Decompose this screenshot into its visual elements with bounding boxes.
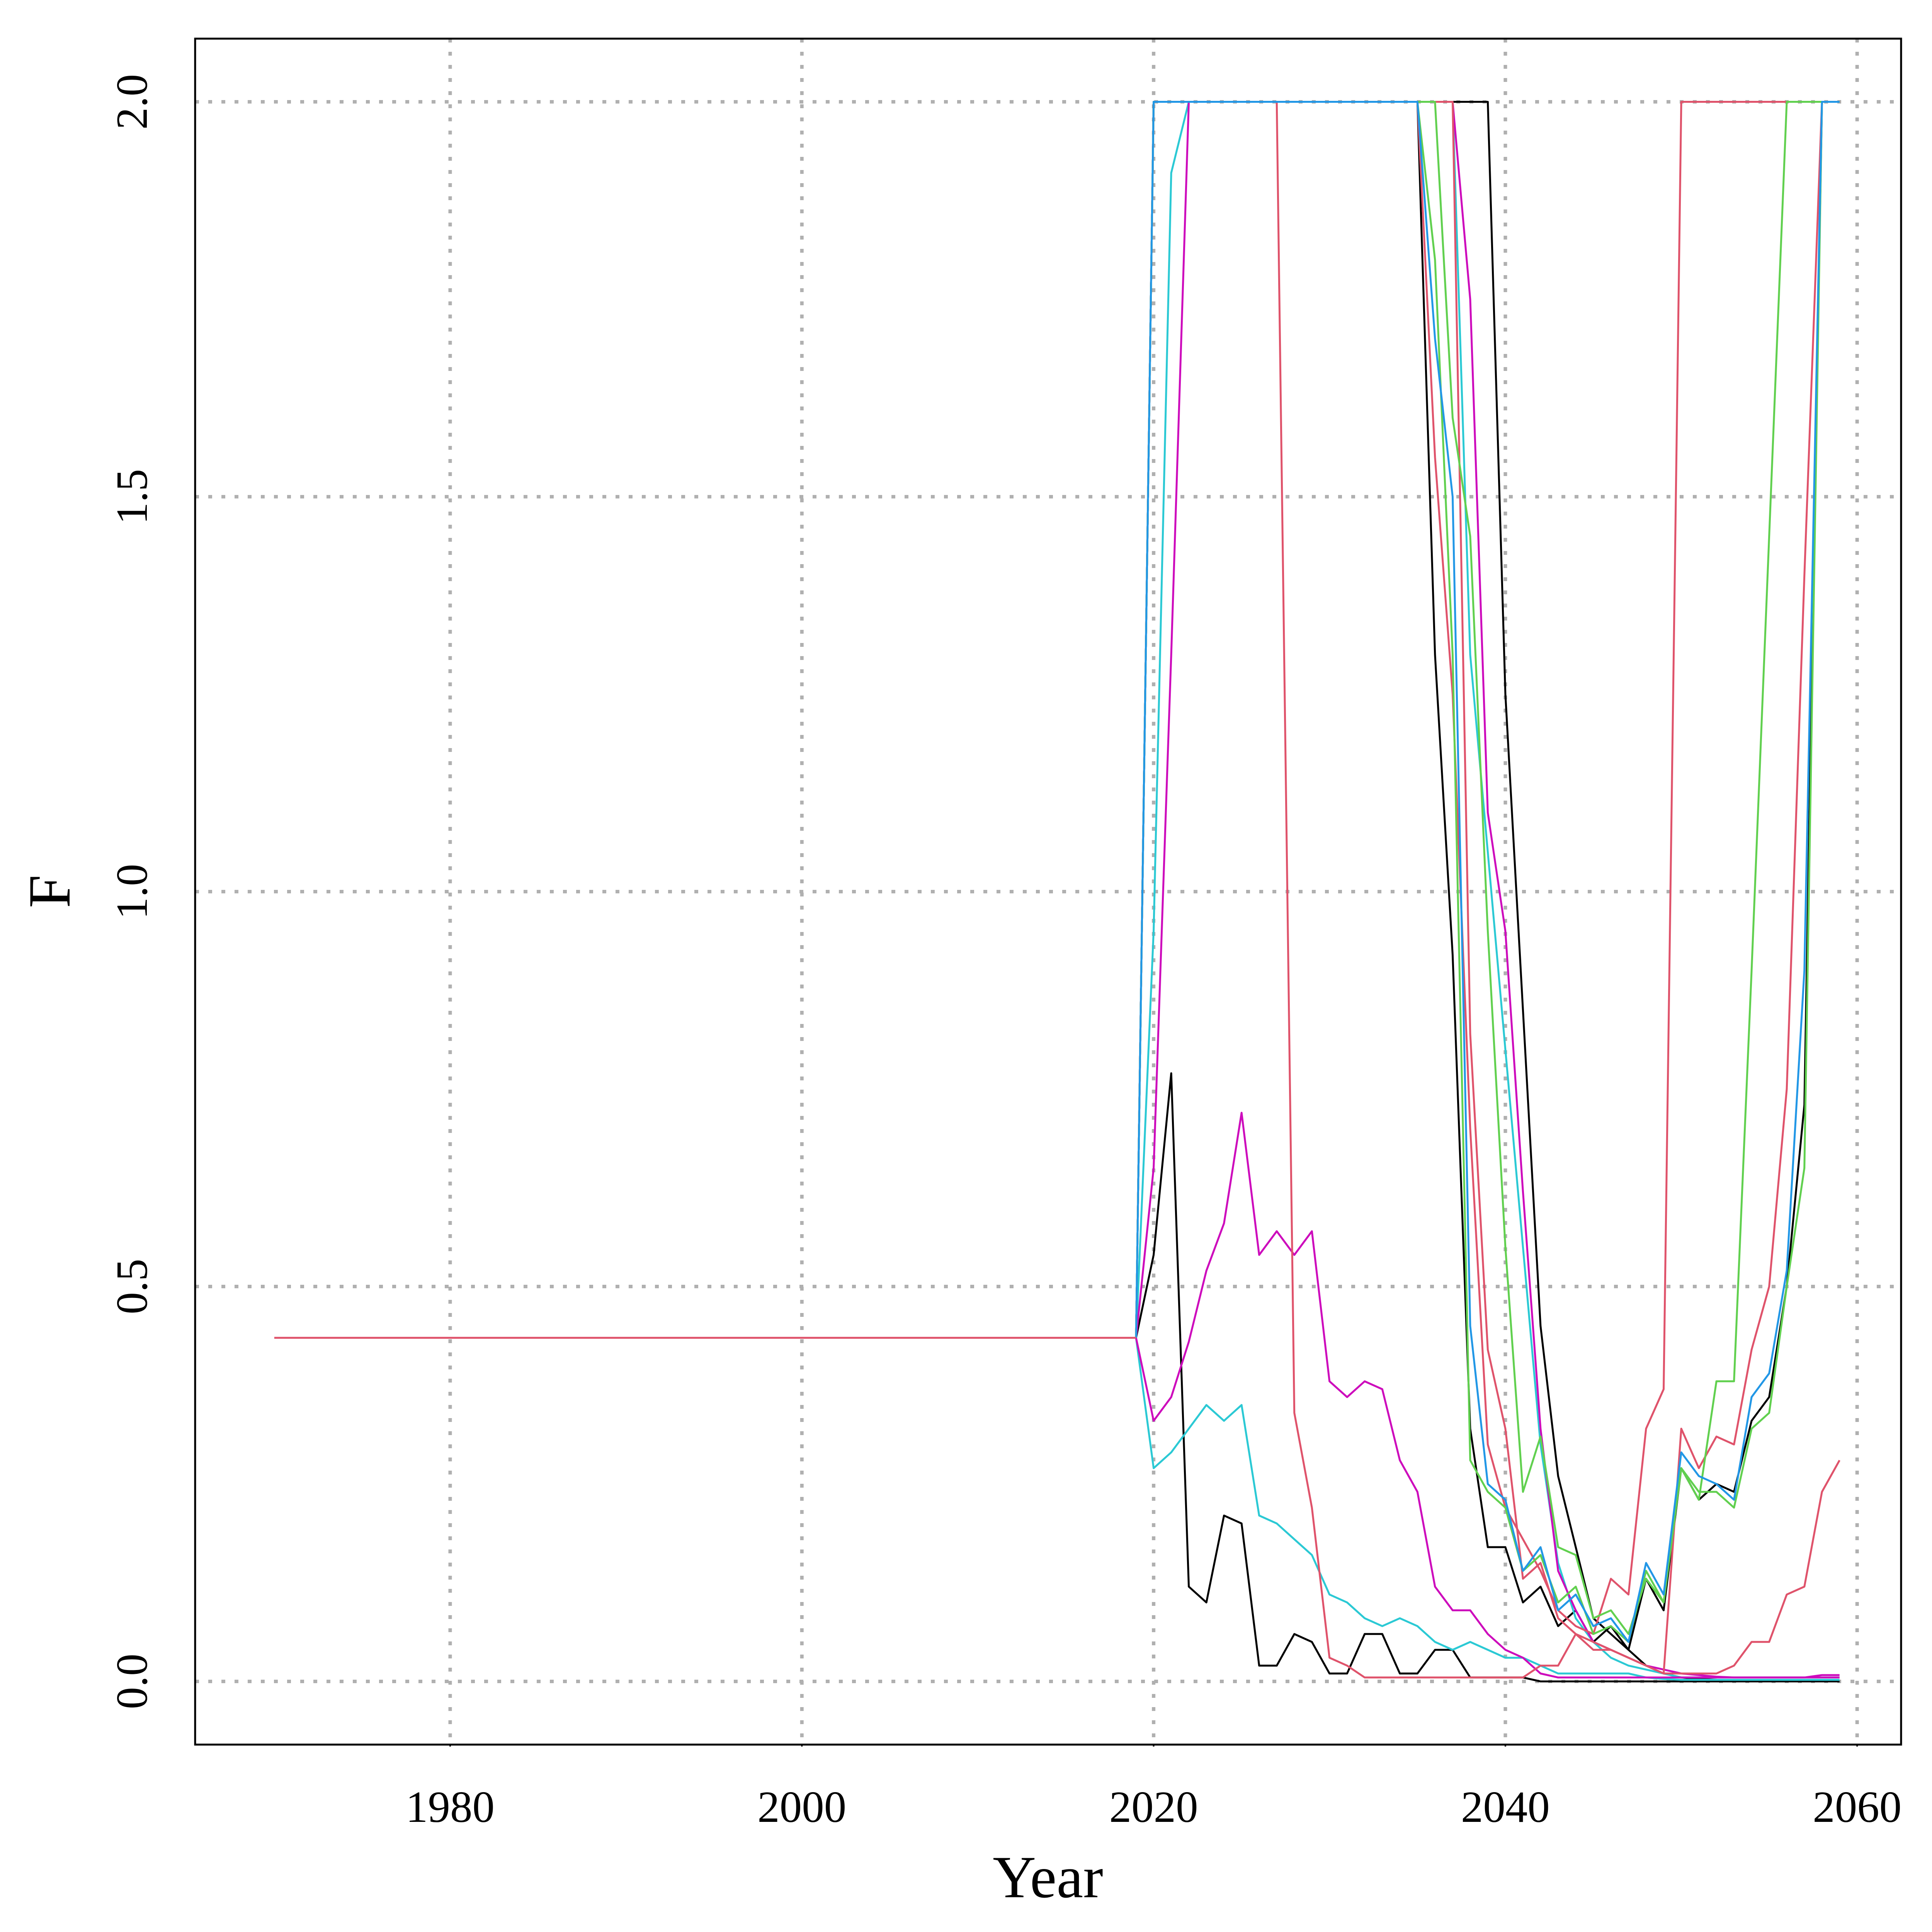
y-tick-label: 1.5 [107,469,156,525]
series-lines [274,101,1840,1682]
grid-lines [195,39,1901,1745]
series-line-6 [1135,1112,1840,1679]
axis-ticks: 1980 2000 2020 2040 2060 0.0 0.5 1.0 1.5 2.0 [107,74,1901,1832]
series-line-13 [1135,101,1840,1643]
y-axis-label: F [16,875,83,908]
plot-frame [194,37,1902,1746]
y-tick-label: 1.0 [107,864,156,920]
x-tick-label: 2020 [1109,1782,1198,1832]
y-tick-label: 0.0 [107,1654,156,1709]
x-axis-label: Year [993,1844,1103,1910]
x-tick-label: 2060 [1813,1782,1901,1832]
y-tick-label: 2.0 [107,74,156,130]
series-line-2 [1135,101,1840,1651]
x-tick-label: 2000 [757,1782,846,1832]
series-line-4 [1135,1337,1840,1681]
x-tick-label: 1980 [406,1782,495,1832]
x-tick-label: 2040 [1461,1782,1550,1832]
y-tick-label: 0.5 [107,1259,156,1315]
